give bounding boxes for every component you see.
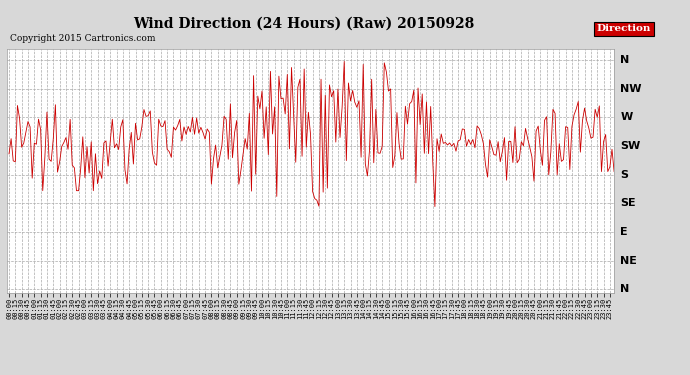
Text: W: W	[620, 112, 633, 123]
Text: N: N	[620, 284, 629, 294]
Text: N: N	[620, 55, 629, 65]
Text: SW: SW	[620, 141, 640, 151]
Text: NE: NE	[620, 256, 637, 266]
Text: S: S	[620, 170, 628, 180]
Text: Direction: Direction	[597, 24, 651, 33]
Text: NW: NW	[620, 84, 642, 94]
Text: Copyright 2015 Cartronics.com: Copyright 2015 Cartronics.com	[10, 34, 156, 43]
Text: E: E	[620, 227, 628, 237]
Text: SE: SE	[620, 198, 635, 208]
Text: Wind Direction (24 Hours) (Raw) 20150928: Wind Direction (24 Hours) (Raw) 20150928	[133, 17, 474, 31]
